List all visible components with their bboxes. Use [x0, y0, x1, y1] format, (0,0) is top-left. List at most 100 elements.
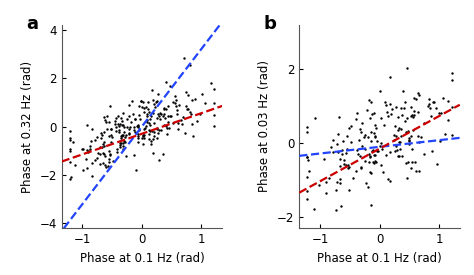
- Point: [315, 183, 322, 187]
- Point: [404, 129, 412, 133]
- Point: [311, 116, 319, 120]
- Point: [394, 154, 402, 158]
- Point: [334, 132, 342, 136]
- Point: [105, 120, 113, 124]
- Point: [347, 140, 355, 144]
- Point: [343, 150, 350, 155]
- Point: [371, 159, 379, 163]
- Point: [98, 131, 105, 135]
- Point: [377, 141, 385, 145]
- Point: [155, 131, 162, 136]
- Point: [155, 112, 162, 116]
- Point: [193, 119, 201, 123]
- Point: [93, 135, 100, 139]
- Point: [171, 100, 179, 105]
- Point: [340, 162, 347, 166]
- Text: a: a: [26, 15, 38, 32]
- Point: [104, 164, 112, 168]
- Point: [402, 161, 410, 165]
- Point: [444, 98, 451, 103]
- Point: [448, 71, 456, 76]
- Point: [383, 103, 390, 108]
- Point: [149, 110, 157, 115]
- Point: [325, 176, 332, 180]
- Point: [101, 154, 109, 158]
- Point: [135, 134, 142, 138]
- Point: [187, 112, 195, 117]
- Point: [155, 114, 163, 118]
- Point: [389, 107, 396, 112]
- Point: [139, 133, 147, 137]
- Point: [86, 146, 94, 151]
- Point: [118, 134, 126, 138]
- Point: [361, 159, 369, 163]
- Point: [403, 66, 410, 70]
- Point: [414, 90, 422, 95]
- Point: [430, 100, 438, 104]
- Point: [379, 170, 387, 175]
- Point: [421, 151, 428, 156]
- Point: [369, 148, 377, 153]
- Point: [180, 56, 188, 60]
- Point: [377, 163, 384, 167]
- Point: [160, 123, 167, 128]
- Point: [198, 92, 206, 97]
- Point: [117, 143, 124, 147]
- Point: [137, 98, 145, 103]
- Point: [149, 151, 157, 155]
- Point: [334, 142, 341, 146]
- Point: [106, 104, 114, 108]
- Point: [397, 134, 405, 138]
- Point: [159, 152, 167, 156]
- Point: [108, 140, 115, 144]
- Point: [184, 93, 191, 97]
- Point: [365, 152, 373, 156]
- Point: [126, 127, 133, 131]
- Point: [353, 148, 361, 152]
- Point: [346, 164, 353, 169]
- Point: [409, 115, 417, 119]
- Point: [107, 153, 114, 157]
- Point: [336, 177, 344, 181]
- Point: [126, 114, 133, 119]
- Point: [115, 128, 122, 133]
- Point: [365, 98, 373, 102]
- Point: [123, 116, 130, 121]
- Point: [144, 114, 151, 118]
- Point: [372, 160, 380, 164]
- Point: [352, 169, 360, 173]
- Point: [395, 153, 403, 158]
- Point: [364, 108, 371, 112]
- Point: [118, 133, 126, 137]
- Point: [156, 111, 164, 116]
- Point: [415, 93, 423, 97]
- Point: [132, 117, 139, 122]
- Point: [435, 111, 443, 115]
- Point: [342, 163, 350, 167]
- Point: [370, 153, 377, 158]
- Point: [66, 160, 73, 164]
- Point: [412, 97, 419, 101]
- Point: [371, 161, 378, 165]
- Point: [377, 116, 385, 120]
- X-axis label: Phase at 0.1 Hz (rad): Phase at 0.1 Hz (rad): [80, 252, 204, 265]
- Point: [426, 97, 433, 101]
- Point: [433, 162, 441, 166]
- Point: [433, 105, 440, 110]
- Point: [368, 138, 375, 143]
- Point: [121, 140, 128, 144]
- Point: [188, 121, 195, 126]
- Point: [356, 127, 364, 132]
- Point: [102, 120, 109, 125]
- Point: [356, 154, 364, 158]
- Point: [394, 115, 402, 119]
- Point: [116, 130, 123, 134]
- Point: [408, 147, 416, 151]
- Point: [371, 131, 378, 135]
- Point: [103, 114, 110, 119]
- Point: [426, 106, 433, 111]
- Point: [146, 123, 154, 127]
- Point: [444, 117, 451, 122]
- Y-axis label: Phase at 0.03 Hz (rad): Phase at 0.03 Hz (rad): [258, 60, 272, 192]
- Point: [120, 125, 128, 130]
